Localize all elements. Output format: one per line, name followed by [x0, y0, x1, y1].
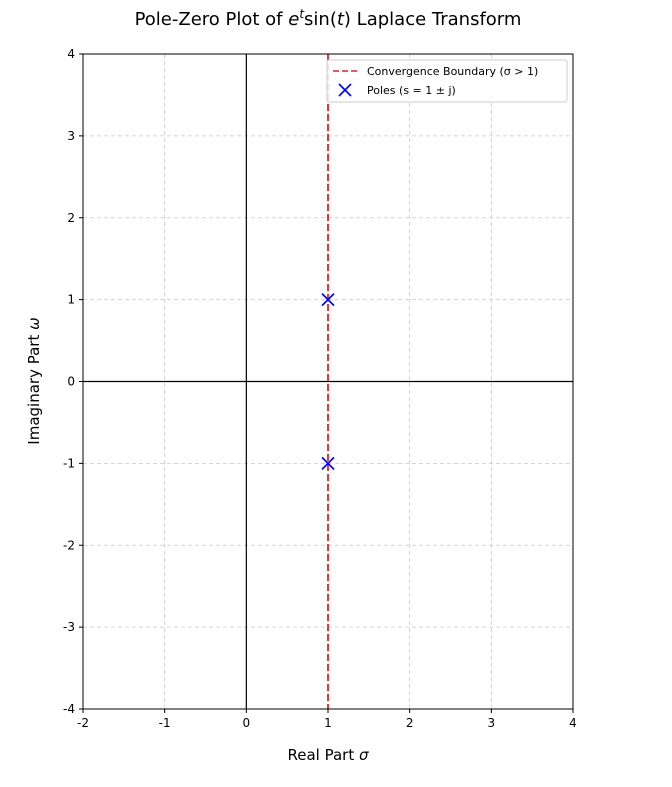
x-tick-label: -1: [159, 716, 171, 730]
y-axis-label-text: Imaginary Part: [25, 330, 43, 445]
y-axis-label-symbol: ω: [25, 317, 43, 330]
legend-boundary-label: Convergence Boundary (σ > 1): [367, 65, 538, 78]
pole-marker-1: [321, 293, 335, 307]
x-tick-label: 2: [406, 716, 414, 730]
title-math-func: sin(: [304, 9, 337, 30]
legend: Convergence Boundary (σ > 1) Poles (s = …: [326, 59, 568, 103]
legend-poles-swatch: [338, 83, 352, 97]
chart-title: Pole-Zero Plot of etsin(t) Laplace Trans…: [135, 7, 522, 30]
y-tick-label: 0: [67, 375, 75, 389]
y-tick-label: 2: [67, 211, 75, 225]
title-prefix: Pole-Zero Plot of: [135, 9, 289, 30]
legend-box: [326, 59, 568, 103]
y-tick-label: 4: [67, 47, 75, 61]
reference-lines: [83, 54, 573, 709]
pole-marker-2: [321, 456, 335, 470]
y-axis-label: Imaginary Part ω: [25, 317, 43, 444]
x-axis-label-symbol: σ: [359, 746, 369, 764]
title-math-base: e: [288, 9, 299, 30]
y-tick-label: -2: [63, 538, 75, 552]
title-math-arg: t: [337, 9, 345, 30]
y-tick-label: -3: [63, 620, 75, 634]
x-tick-label: 0: [243, 716, 251, 730]
title-suffix: Laplace Transform: [351, 9, 521, 30]
series-layer: [321, 54, 335, 709]
y-tick-label: 3: [67, 129, 75, 143]
y-tick-label: -1: [63, 456, 75, 470]
title-math-close: ): [344, 9, 351, 30]
x-axis-label-text: Real Part: [288, 746, 359, 764]
y-tick-label: 1: [67, 293, 75, 307]
legend-poles-label: Poles (s = 1 ± j): [367, 84, 456, 97]
x-tick-label: -2: [77, 716, 89, 730]
y-tick-label: -4: [63, 702, 75, 716]
tick-layer: -2 -1 0 1 2 3 4 -4 -3 -2 -1 0 1 2 3 4: [63, 47, 577, 730]
x-axis-label: Real Part σ: [288, 746, 369, 764]
x-tick-label: 1: [324, 716, 332, 730]
x-tick-label: 3: [488, 716, 496, 730]
title-math-sup: t: [299, 7, 305, 21]
x-tick-label: 4: [569, 716, 577, 730]
